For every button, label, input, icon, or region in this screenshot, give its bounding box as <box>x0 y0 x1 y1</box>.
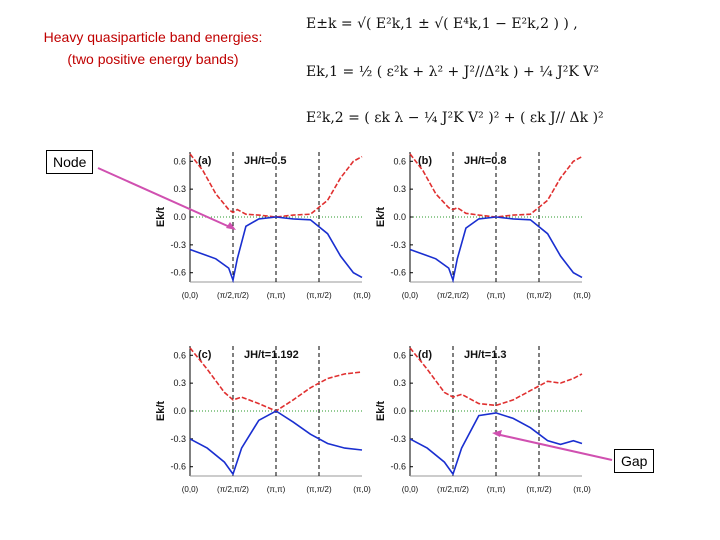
node-arrowhead <box>226 222 236 230</box>
upper-band-line <box>409 153 583 218</box>
y-tick-label: -0.3 <box>390 240 406 250</box>
y-tick-label: 0.0 <box>393 406 406 416</box>
x-tick-label: (0,0) <box>402 291 419 300</box>
y-tick-label: 0.0 <box>173 406 186 416</box>
x-tick-label: (π,0) <box>353 485 371 494</box>
gap-callout: Gap <box>614 449 655 473</box>
upper-band-line <box>409 347 583 407</box>
panel-label: (b) <box>418 155 432 167</box>
node-arrow <box>97 167 233 229</box>
y-axis-label: Ek/t <box>375 401 387 422</box>
x-tick-label: (0,0) <box>402 485 419 494</box>
y-tick-label: -0.6 <box>390 268 406 278</box>
x-tick-label: (π,π) <box>487 291 506 300</box>
lower-band-line <box>189 216 363 284</box>
x-tick-label: (π,π/2) <box>306 291 332 300</box>
band-panel: 0.6 0.3 0.0 -0.3 -0.6 (0,0) (π/2,π/2) (π,π) (π,π… <box>155 152 371 300</box>
panel-annotation: JH/t=0.8 <box>464 155 507 167</box>
upper-band-line <box>189 153 363 218</box>
y-tick-label: 0.3 <box>173 184 186 194</box>
x-tick-label: (π,π) <box>267 485 286 494</box>
y-tick-label: 0.6 <box>173 350 186 360</box>
y-tick-label: 0.3 <box>393 184 406 194</box>
equations-block: E±k = √( E²k,1 ± √( E⁴k,1 − E²k,2 ) ) , … <box>300 8 604 138</box>
y-tick-label: 0.6 <box>393 156 406 166</box>
y-tick-label: -0.3 <box>170 434 186 444</box>
x-tick-label: (π,0) <box>573 485 591 494</box>
y-tick-label: 0.6 <box>393 350 406 360</box>
y-tick-label: -0.6 <box>170 462 186 472</box>
panel-annotation: JH/t=1.3 <box>464 349 507 361</box>
x-tick-label: (π/2,π/2) <box>217 485 249 494</box>
lower-band-line <box>409 412 583 476</box>
y-tick-label: -0.3 <box>390 434 406 444</box>
y-tick-label: -0.3 <box>170 240 186 250</box>
equation-2: Ek,1 = ½ ( ε²k + λ² + J²//Δ²k ) + ¼ J²K … <box>306 64 600 80</box>
y-tick-label: 0.3 <box>173 378 186 388</box>
x-tick-label: (π,π/2) <box>526 291 552 300</box>
x-tick-label: (π,π/2) <box>526 485 552 494</box>
x-tick-label: (π/2,π/2) <box>217 291 249 300</box>
x-tick-label: (π,π) <box>267 291 286 300</box>
x-tick-label: (π/2,π/2) <box>437 291 469 300</box>
band-panel: 0.6 0.3 0.0 -0.3 -0.6 (0,0) (π/2,π/2) (π,π) (π,π… <box>375 346 591 494</box>
x-tick-label: (0,0) <box>182 485 199 494</box>
y-axis-label: Ek/t <box>375 207 387 228</box>
gap-arrow <box>495 433 613 461</box>
upper-band-line <box>189 347 363 412</box>
x-tick-label: (π/2,π/2) <box>437 485 469 494</box>
title-line-2: (two positive energy bands) <box>67 51 239 67</box>
y-axis-label: Ek/t <box>155 401 167 422</box>
band-panel: 0.6 0.3 0.0 -0.3 -0.6 (0,0) (π/2,π/2) (π,π) (π,π… <box>375 152 591 300</box>
title-line-1: Heavy quasiparticle band energies: <box>43 29 263 45</box>
y-tick-label: -0.6 <box>390 462 406 472</box>
y-tick-label: 0.3 <box>393 378 406 388</box>
x-tick-label: (π,π/2) <box>306 485 332 494</box>
y-tick-label: -0.6 <box>170 268 186 278</box>
slide-title: Heavy quasiparticle band energies: (two … <box>8 26 298 70</box>
y-tick-label: 0.0 <box>173 212 186 222</box>
panel-annotation: JH/t=0.5 <box>244 155 287 167</box>
panel-annotation: JH/t=1.192 <box>244 349 299 361</box>
x-tick-label: (0,0) <box>182 291 199 300</box>
panel-label: (d) <box>418 349 432 361</box>
gap-arrowhead <box>492 430 502 437</box>
y-tick-label: 0.6 <box>173 156 186 166</box>
x-tick-label: (π,0) <box>353 291 371 300</box>
lower-band-line <box>189 410 363 476</box>
node-callout: Node <box>46 150 94 174</box>
equation-1: E±k = √( E²k,1 ± √( E⁴k,1 − E²k,2 ) ) , <box>306 16 578 32</box>
x-tick-label: (π,0) <box>573 291 591 300</box>
x-tick-label: (π,π) <box>487 485 506 494</box>
band-panel: 0.6 0.3 0.0 -0.3 -0.6 (0,0) (π/2,π/2) (π,π) (π,π… <box>155 346 371 494</box>
lower-band-line <box>409 216 583 284</box>
y-tick-label: 0.0 <box>393 212 406 222</box>
panel-label: (c) <box>198 349 212 361</box>
y-axis-label: Ek/t <box>155 207 167 228</box>
panel-label: (a) <box>198 155 212 167</box>
equation-3: E²k,2 = ( εk λ − ¼ J²K V² )² + ( εk J// … <box>306 110 604 126</box>
